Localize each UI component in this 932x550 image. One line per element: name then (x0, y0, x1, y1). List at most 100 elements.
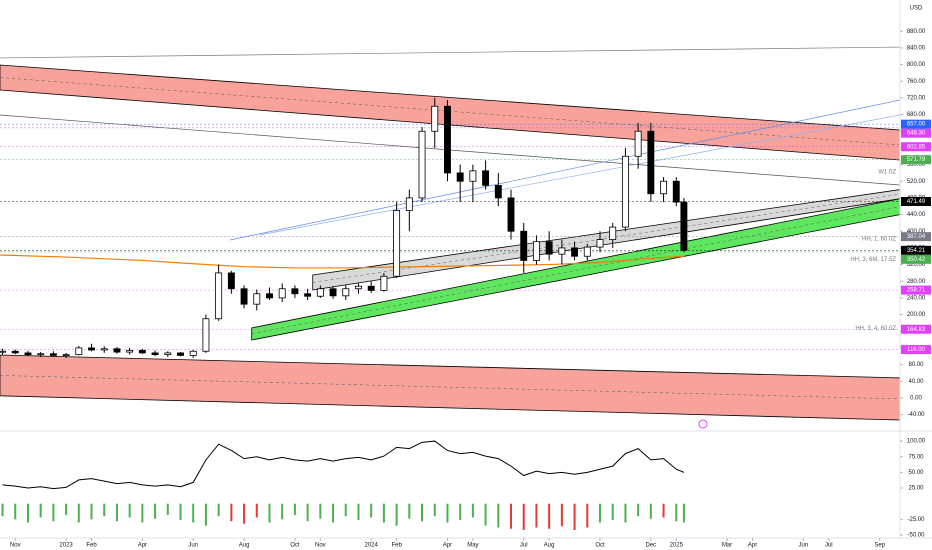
trend-line (259, 114, 900, 236)
candle-body (126, 350, 134, 353)
price-label-box (901, 128, 931, 138)
y-tick-label: 320.00 (907, 262, 926, 268)
candle-body (342, 288, 350, 297)
histogram-bar (179, 503, 182, 520)
candle-body (456, 172, 464, 182)
x-tick-label: Feb (391, 543, 402, 549)
candle-body (418, 130, 426, 199)
candle-body (609, 226, 617, 240)
histogram-bar (510, 503, 513, 529)
candle-body (660, 180, 668, 195)
y-tick-label: 440.00 (907, 212, 926, 218)
price-label: 354.21 (907, 248, 926, 254)
annotation: HH, 3, 4, 60.0Z (855, 326, 896, 332)
histogram-bar (370, 503, 373, 518)
indicator-tick-label: 100.00 (907, 439, 926, 445)
candle-body (494, 185, 502, 199)
candle-body (647, 130, 655, 195)
candle-body (405, 197, 413, 211)
indicator-tick-label: 75.00 (908, 454, 924, 460)
histogram-bar (637, 503, 640, 517)
histogram-bar (332, 503, 335, 523)
price-pane: W1.0Z HH, 1, 60.0Z HH, 3, 6M, 17.5Z HH, 3, … (0, 46, 900, 421)
histogram-bar (26, 503, 29, 523)
band-midline (251, 206, 900, 335)
price-label-box (901, 345, 931, 355)
candle-body (304, 293, 312, 297)
x-tick-label: Feb (86, 543, 97, 549)
x-tick-label: 2024 (365, 543, 379, 549)
x-tick-label: Oct (595, 543, 605, 549)
candle-body (621, 155, 629, 228)
candle-body (227, 272, 235, 290)
x-tick-label: May (467, 543, 478, 549)
candle-body (202, 318, 210, 352)
histogram-bar (1, 503, 4, 517)
candle-body (291, 288, 299, 295)
annotation: W1.0Z (878, 170, 896, 176)
candle-body (240, 288, 248, 305)
candle-body (37, 353, 45, 356)
histogram-bar (154, 503, 157, 519)
y-tick-label: 760.00 (907, 79, 926, 85)
candle-body (100, 348, 108, 351)
price-label: 657.00 (907, 122, 926, 128)
histogram-bar (548, 503, 551, 529)
candle-body (672, 180, 680, 203)
histogram-bar (344, 503, 347, 517)
histogram-bar (268, 503, 271, 523)
histogram-bar (243, 503, 246, 524)
price-label: 116.00 (907, 347, 926, 353)
band-midline (0, 375, 900, 400)
x-tick-label: Dec (646, 543, 657, 549)
histogram-bar (573, 503, 576, 530)
x-tick-label: Apr (748, 543, 757, 549)
histogram-bar (255, 503, 258, 518)
histogram-bar (408, 503, 411, 519)
y-tick-label: 0.00 (910, 395, 922, 401)
histogram-bar (103, 503, 106, 517)
candle-body (24, 352, 32, 355)
histogram-bar (586, 503, 589, 528)
x-tick-label: Apr (443, 543, 452, 549)
histogram-bar (281, 503, 284, 520)
price-label-box (901, 142, 931, 152)
histogram-bar (675, 503, 678, 522)
candle-body (355, 285, 362, 290)
indicator-pane (1, 440, 685, 530)
candle-body (469, 170, 477, 182)
indicator-tick-label: -50.00 (907, 533, 925, 539)
candle-body (532, 241, 540, 261)
candle-body (507, 197, 515, 232)
histogram-bar (446, 503, 449, 523)
event-icon[interactable] (698, 419, 708, 429)
price-label-box (901, 254, 931, 264)
candle-body (49, 353, 57, 356)
candle-body (431, 105, 439, 132)
histogram-bar (52, 503, 55, 522)
price-label: 350.42 (907, 257, 926, 263)
price-label: 164.83 (907, 327, 926, 333)
candle-body (0, 350, 6, 353)
x-tick-label: Sep (874, 543, 885, 549)
indicator-tick-label: 50.00 (908, 470, 924, 476)
histogram-bar (65, 503, 68, 515)
y-tick-label: 680.00 (907, 112, 926, 118)
histogram-bar (649, 503, 652, 519)
channel-band (0, 354, 900, 421)
candle-body (680, 201, 688, 251)
histogram-bar (39, 503, 42, 518)
histogram-bar (662, 503, 665, 518)
histogram-bar (560, 503, 563, 527)
price-label-box (901, 245, 931, 255)
candle-body (380, 275, 388, 291)
candle-body (138, 350, 146, 354)
x-tick-label: Jul (825, 543, 833, 549)
x-tick-label: 2025 (670, 543, 684, 549)
moving-average (0, 254, 684, 269)
histogram-bar (14, 503, 17, 520)
x-tick-label: Aug (239, 543, 250, 549)
histogram-bar (141, 503, 144, 523)
price-label-box (901, 119, 931, 129)
price-label-box (901, 196, 931, 206)
